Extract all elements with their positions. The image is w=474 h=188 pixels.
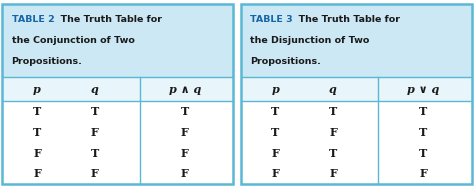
Text: F: F	[181, 168, 189, 179]
Text: The Truth Table for: The Truth Table for	[55, 15, 163, 24]
Text: F: F	[181, 127, 189, 138]
Text: TABLE 2: TABLE 2	[11, 15, 55, 24]
Text: T: T	[271, 106, 279, 117]
Text: T: T	[329, 148, 337, 159]
Bar	[2, 4, 233, 77]
Text: p: p	[271, 83, 279, 95]
Bar	[2, 101, 233, 184]
Text: p: p	[33, 83, 41, 95]
Text: F: F	[271, 168, 279, 179]
Text: Propositions.: Propositions.	[11, 57, 82, 66]
Text: F: F	[33, 148, 41, 159]
Bar	[240, 4, 472, 77]
Text: F: F	[329, 127, 337, 138]
Text: T: T	[33, 127, 41, 138]
Text: q: q	[91, 83, 99, 95]
Text: T: T	[91, 106, 99, 117]
Text: F: F	[419, 168, 427, 179]
Text: the Conjunction of Two: the Conjunction of Two	[11, 36, 135, 45]
Text: F: F	[181, 148, 189, 159]
Text: T: T	[91, 148, 99, 159]
Text: p ∧ q: p ∧ q	[169, 83, 201, 95]
Text: p ∨ q: p ∨ q	[407, 83, 439, 95]
Text: T: T	[181, 106, 189, 117]
Text: T: T	[419, 127, 427, 138]
Text: F: F	[91, 168, 99, 179]
Bar	[240, 77, 472, 101]
Bar	[240, 101, 472, 184]
Text: F: F	[271, 148, 279, 159]
Text: F: F	[33, 168, 41, 179]
Text: The Truth Table for: The Truth Table for	[292, 15, 401, 24]
Text: q: q	[329, 83, 337, 95]
Text: F: F	[91, 127, 99, 138]
Text: Propositions.: Propositions.	[250, 57, 321, 66]
Text: TABLE 3: TABLE 3	[250, 15, 292, 24]
Text: T: T	[329, 106, 337, 117]
Text: F: F	[329, 168, 337, 179]
Text: T: T	[33, 106, 41, 117]
Text: T: T	[271, 127, 279, 138]
Text: the Disjunction of Two: the Disjunction of Two	[250, 36, 369, 45]
Text: T: T	[419, 148, 427, 159]
Text: T: T	[419, 106, 427, 117]
Bar	[2, 77, 233, 101]
